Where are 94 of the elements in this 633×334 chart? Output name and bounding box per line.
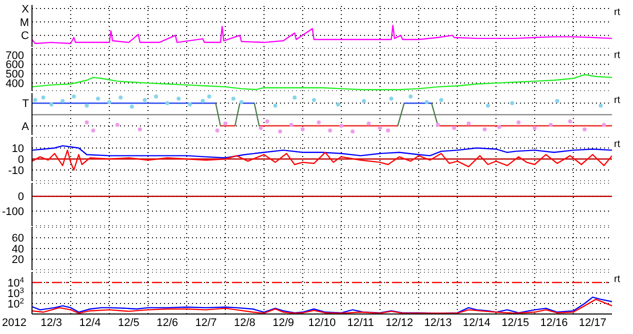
y-tick-label: 0 xyxy=(18,154,24,166)
point xyxy=(118,96,123,100)
ref-line-label: C xyxy=(21,30,30,42)
point xyxy=(602,122,606,127)
point xyxy=(273,104,278,108)
x-tick-label: 12/12 xyxy=(386,316,414,329)
y-tick-label: -10 xyxy=(8,164,24,177)
point xyxy=(366,121,371,126)
x-tick-label: 12/5 xyxy=(118,316,140,329)
x-tick-label: 12/16 xyxy=(540,316,568,329)
point xyxy=(258,126,263,130)
y-tick-label: 40 xyxy=(12,243,24,256)
point xyxy=(165,101,170,106)
point xyxy=(452,126,456,130)
point xyxy=(328,128,332,132)
point xyxy=(555,99,560,104)
x-tick-label: 12/4 xyxy=(79,316,101,329)
point xyxy=(231,96,236,101)
line-series xyxy=(32,145,612,158)
line-series xyxy=(32,150,612,171)
point xyxy=(424,100,429,104)
x-tick-label: 12/7 xyxy=(195,316,217,329)
point xyxy=(115,122,120,127)
point xyxy=(176,96,181,101)
point xyxy=(389,96,394,101)
point xyxy=(289,122,294,127)
text: rt xyxy=(614,7,620,19)
point xyxy=(84,104,89,108)
y-tick-label: 10 xyxy=(12,142,24,155)
point xyxy=(486,104,490,108)
x-tick-label: 12/11 xyxy=(347,316,374,329)
point xyxy=(598,104,603,108)
text: rt xyxy=(614,95,620,107)
y-tick-label: 60 xyxy=(12,232,24,245)
y-tick-label: 0 xyxy=(18,191,24,204)
x-axis-title: 2012 xyxy=(2,317,26,329)
point xyxy=(154,94,158,98)
point xyxy=(362,99,366,104)
point xyxy=(568,119,572,124)
point xyxy=(142,98,147,102)
point xyxy=(350,130,355,134)
point xyxy=(265,119,270,124)
point xyxy=(278,130,282,134)
point xyxy=(239,100,244,104)
point xyxy=(84,120,89,124)
point xyxy=(336,102,340,107)
x-tick-label: 12/17 xyxy=(578,316,606,329)
ref-line-label: A xyxy=(22,120,30,133)
point xyxy=(138,127,142,132)
point xyxy=(312,98,316,102)
point xyxy=(292,96,297,100)
x-tick-label: 12/13 xyxy=(424,316,452,329)
point xyxy=(72,94,76,98)
point xyxy=(33,98,38,102)
point xyxy=(408,94,413,98)
x-tick-label: 12/10 xyxy=(308,316,336,329)
y-tick-label: 20 xyxy=(12,254,24,266)
point xyxy=(466,121,471,126)
point xyxy=(60,99,65,104)
point xyxy=(188,102,192,107)
point xyxy=(207,94,212,98)
x-tick-label: 12/3 xyxy=(40,316,62,329)
point xyxy=(386,128,390,132)
y-tick-label: 400 xyxy=(6,78,24,90)
point xyxy=(510,101,514,106)
point xyxy=(316,120,321,124)
ref-line-label: M xyxy=(20,16,29,29)
point xyxy=(41,96,46,100)
ref-line-label: T xyxy=(22,98,30,110)
point xyxy=(215,128,220,132)
point xyxy=(378,126,382,130)
point xyxy=(516,120,521,124)
point xyxy=(439,98,444,102)
y-tick-label: -100 xyxy=(2,206,24,218)
point xyxy=(497,124,502,129)
text: rt xyxy=(614,139,620,151)
line-series xyxy=(32,74,612,90)
x-tick-label: 12/6 xyxy=(156,316,178,329)
point xyxy=(96,96,100,101)
point xyxy=(130,104,134,109)
ref-line-label: X xyxy=(22,3,30,16)
x-tick-label: 12/9 xyxy=(272,316,294,329)
text: rt xyxy=(614,50,620,62)
point xyxy=(582,127,587,132)
point xyxy=(91,128,96,132)
point xyxy=(436,122,440,127)
point xyxy=(482,127,487,132)
text: rt xyxy=(614,274,620,286)
point xyxy=(49,102,54,107)
x-tick-label: 12/14 xyxy=(462,316,490,329)
x-tick-label: 12/8 xyxy=(234,316,256,329)
point xyxy=(200,99,205,104)
x-tick-label: 12/15 xyxy=(502,316,530,329)
point xyxy=(548,122,553,127)
